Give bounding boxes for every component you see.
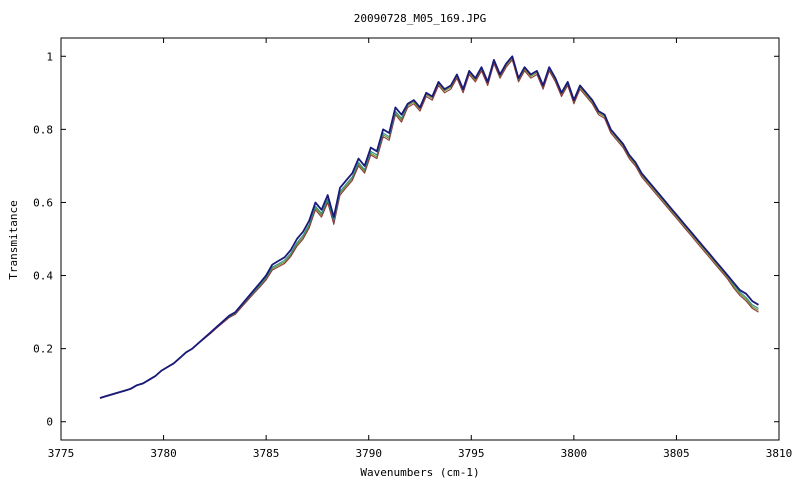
series-line-4 bbox=[99, 57, 759, 399]
x-tick-label: 3775 bbox=[48, 447, 75, 460]
x-tick-label: 3805 bbox=[663, 447, 690, 460]
y-tick-label: 0 bbox=[46, 416, 53, 429]
series-line-2 bbox=[99, 55, 759, 399]
y-tick-label: 0.4 bbox=[33, 270, 53, 283]
x-tick-label: 3800 bbox=[561, 447, 588, 460]
y-axis: 0 0.2 0.4 0.6 0.8 1 bbox=[33, 50, 779, 429]
x-axis-label: Wavenumbers (cm-1) bbox=[360, 466, 479, 479]
y-axis-label: Transmitance bbox=[7, 200, 20, 279]
x-tick-label: 3785 bbox=[253, 447, 280, 460]
chart-title: 20090728_M05_169.JPG bbox=[354, 12, 486, 25]
x-axis: 3775 3780 3785 3790 3795 3800 3805 3810 bbox=[48, 38, 793, 460]
series-layer bbox=[99, 55, 759, 399]
x-tick-label: 3795 bbox=[458, 447, 485, 460]
series-line-3 bbox=[99, 59, 759, 399]
x-tick-label: 3780 bbox=[150, 447, 177, 460]
y-tick-label: 0.6 bbox=[33, 196, 53, 209]
plot-frame bbox=[60, 37, 780, 441]
series-line-1 bbox=[99, 55, 759, 399]
x-tick-label: 3810 bbox=[766, 447, 793, 460]
y-tick-label: 0.8 bbox=[33, 123, 53, 136]
y-tick-label: 0.2 bbox=[33, 343, 53, 356]
x-tick-label: 3790 bbox=[355, 447, 382, 460]
y-tick-label: 1 bbox=[46, 50, 53, 63]
